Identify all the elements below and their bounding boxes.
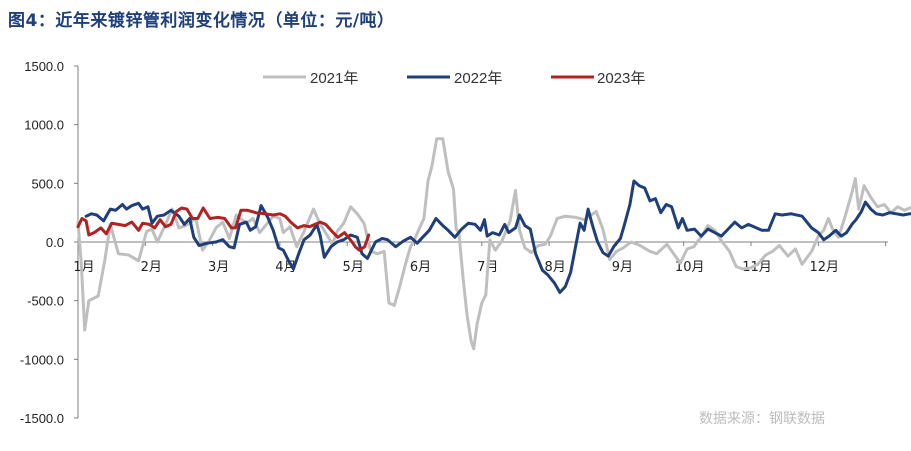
y-tick-label: 500.0 (31, 176, 64, 191)
x-tick-label: 8月 (544, 260, 565, 275)
y-tick-label: 1500.0 (24, 59, 64, 74)
y-tick-label: 0.0 (46, 235, 64, 250)
legend-label: 2021年 (310, 70, 358, 87)
chart-title: 图4：近年来镀锌管利润变化情况（单位：元/吨） (8, 11, 395, 31)
legend-label: 2022年 (454, 70, 502, 87)
series-line-2022年 (84, 179, 911, 294)
y-tick-label: -500.0 (27, 294, 64, 309)
legend: 2021年 2022年 2023年 (263, 70, 645, 87)
x-tick-label: 3月 (208, 260, 229, 275)
x-tick-label: 6月 (410, 260, 431, 275)
x-tick-label: 2月 (141, 260, 162, 275)
axes: 1500.0 1000.0 500.0 0.0 -500.0 -1000.0 -1500.0… (20, 59, 888, 426)
series-line-2023年 (76, 206, 371, 252)
x-tick-label: 1月 (73, 260, 94, 275)
series-lines (76, 137, 911, 351)
x-tick-label: 10月 (675, 260, 705, 275)
x-tick-label: 12月 (810, 260, 840, 275)
y-tick-label: 1000.0 (24, 118, 64, 133)
x-tick-label: 11月 (742, 260, 772, 275)
y-tick-label: -1500.0 (20, 411, 64, 426)
x-tick-label: 5月 (343, 260, 364, 275)
y-tick-label: -1000.0 (20, 352, 64, 367)
x-tick-label: 9月 (612, 260, 633, 275)
source-note: 数据来源：钢联数据 (699, 411, 825, 427)
legend-label: 2023年 (597, 70, 645, 87)
